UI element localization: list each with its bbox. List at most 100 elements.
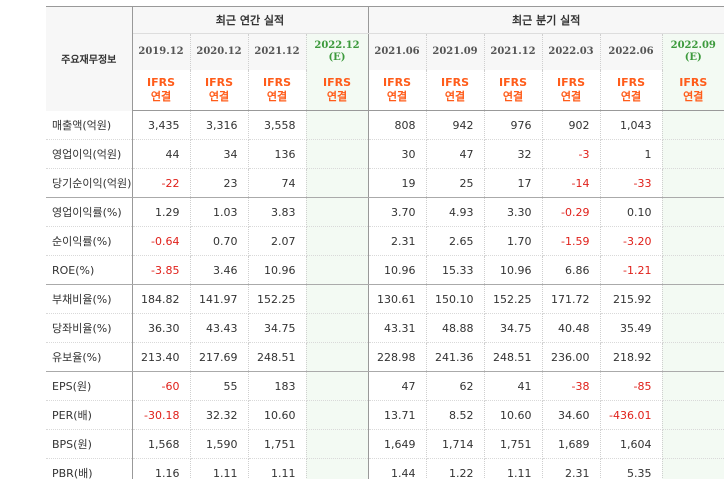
value-cell	[306, 458, 369, 479]
table-row: 당좌비율(%) 36.30 43.43 34.75 43.31 48.88 34.75 40.…	[46, 313, 724, 343]
row-label: 매출액(억원)	[46, 110, 133, 140]
period-header: 2022.12 (E)	[306, 33, 369, 70]
value-cell	[662, 458, 724, 479]
value-cell: 0.10	[600, 197, 663, 227]
value-cell: 3.46	[190, 255, 249, 285]
value-cell: 23	[190, 168, 249, 198]
value-cell: 215.92	[600, 284, 663, 314]
row-label: 당좌비율(%)	[46, 313, 133, 343]
value-cell: 5.35	[600, 458, 663, 479]
period-row: 2019.12 2020.12 2021.12 2022.12 (E) 2021.06 20…	[46, 33, 724, 70]
value-cell: 34.75	[248, 313, 307, 343]
value-cell: 10.96	[248, 255, 307, 285]
value-cell	[306, 226, 369, 256]
row-label: BPS(원)	[46, 429, 133, 459]
ifrs-top: IFRS	[679, 76, 708, 89]
period-label: 2021.09	[432, 46, 478, 57]
row-label: 영업이익률(%)	[46, 197, 133, 227]
value-cell: 2.07	[248, 226, 307, 256]
row-label: PER(배)	[46, 400, 133, 430]
estimate-marker: (E)	[328, 52, 346, 63]
value-cell: 141.97	[190, 284, 249, 314]
value-cell: 152.25	[484, 284, 543, 314]
value-cell: 1.70	[484, 226, 543, 256]
value-cell	[306, 342, 369, 372]
value-cell: 184.82	[132, 284, 191, 314]
value-cell: 55	[190, 371, 249, 401]
value-cell: -30.18	[132, 400, 191, 430]
table-body: 매출액(억원) 3,435 3,316 3,558 808 942 976 902 1,043 영…	[46, 110, 724, 479]
value-cell	[306, 400, 369, 430]
value-cell: 1.11	[248, 458, 307, 479]
value-cell: 1,590	[190, 429, 249, 459]
value-cell: 1.11	[484, 458, 543, 479]
value-cell: 1.11	[190, 458, 249, 479]
value-cell: 6.86	[542, 255, 601, 285]
header-label: 주요재무정보	[46, 6, 133, 111]
value-cell	[662, 429, 724, 459]
period-label: 2022.09	[670, 40, 716, 51]
ifrs-bottom: 연결	[683, 90, 704, 103]
value-cell: 34.75	[484, 313, 543, 343]
value-cell	[662, 313, 724, 343]
value-cell: 1	[600, 139, 663, 169]
ifrs-top: IFRS	[499, 76, 527, 89]
value-cell: 30	[368, 139, 427, 169]
value-cell: 1,689	[542, 429, 601, 459]
period-label: 2022.06	[608, 46, 654, 57]
ifrs-bottom: 연결	[560, 90, 582, 103]
value-cell: -1.21	[600, 255, 663, 285]
table-row: 순이익률(%) -0.64 0.70 2.07 2.31 2.65 1.70 -1.59 -3.…	[46, 226, 724, 256]
value-cell: 2.31	[542, 458, 601, 479]
value-cell: 942	[426, 110, 485, 140]
value-cell: 10.96	[484, 255, 543, 285]
ifrs-bottom: 연결	[326, 90, 348, 103]
period-header: 2021.06	[368, 33, 427, 70]
estimate-marker: (E)	[684, 52, 702, 63]
value-cell	[662, 371, 724, 401]
table-row: BPS(원) 1,568 1,590 1,751 1,649 1,714 1,751 1,68…	[46, 429, 724, 459]
ifrs-bottom: 연결	[444, 90, 466, 103]
value-cell: 48.88	[426, 313, 485, 343]
value-cell: 10.60	[484, 400, 543, 430]
table-row: ROE(%) -3.85 3.46 10.96 10.96 15.33 10.96 6.86-…	[46, 255, 724, 285]
value-cell: 1,751	[484, 429, 543, 459]
value-cell	[662, 110, 724, 140]
value-cell: -60	[132, 371, 191, 401]
value-cell: 34	[190, 139, 249, 169]
ifrs-label: IFRS 연결	[248, 70, 307, 111]
value-cell	[662, 255, 724, 285]
period-label: 2020.12	[196, 46, 242, 57]
value-cell: 1.03	[190, 197, 249, 227]
value-cell: 41	[484, 371, 543, 401]
period-header: 2022.03	[542, 33, 601, 70]
table-row: 당기순이익(억원) -22 23 74 19 25 17 -14 -33	[46, 168, 724, 198]
ifrs-label: IFRS 연결	[484, 70, 543, 111]
value-cell: 1,714	[426, 429, 485, 459]
financial-table: 주요재무정보 최근 연간 실적 최근 분기 실적 2019.12 2020.12 2…	[46, 6, 724, 479]
value-cell: -0.64	[132, 226, 191, 256]
period-label: 2022.12	[314, 40, 360, 51]
value-cell	[306, 110, 369, 140]
value-cell: -33	[600, 168, 663, 198]
value-cell: 35.49	[600, 313, 663, 343]
value-cell: 17	[484, 168, 543, 198]
ifrs-top: IFRS	[557, 76, 585, 89]
ifrs-label: IFRS 연결	[426, 70, 485, 111]
value-cell: 236.00	[542, 342, 601, 372]
row-label: 순이익률(%)	[46, 226, 133, 256]
ifrs-top: IFRS	[617, 76, 645, 89]
value-cell: 4.93	[426, 197, 485, 227]
period-header: 2021.12	[484, 33, 543, 70]
value-cell: 130.61	[368, 284, 427, 314]
value-cell: 1,043	[600, 110, 663, 140]
value-cell: 152.25	[248, 284, 307, 314]
value-cell: -3.20	[600, 226, 663, 256]
value-cell: 1,751	[248, 429, 307, 459]
ifrs-bottom: 연결	[620, 90, 642, 103]
ifrs-bottom: 연결	[150, 90, 172, 103]
ifrs-label: IFRS 연결	[368, 70, 427, 111]
table-row: PBR(배) 1.16 1.11 1.11 1.44 1.22 1.11 2.31 5.35	[46, 458, 724, 479]
value-cell: -38	[542, 371, 601, 401]
